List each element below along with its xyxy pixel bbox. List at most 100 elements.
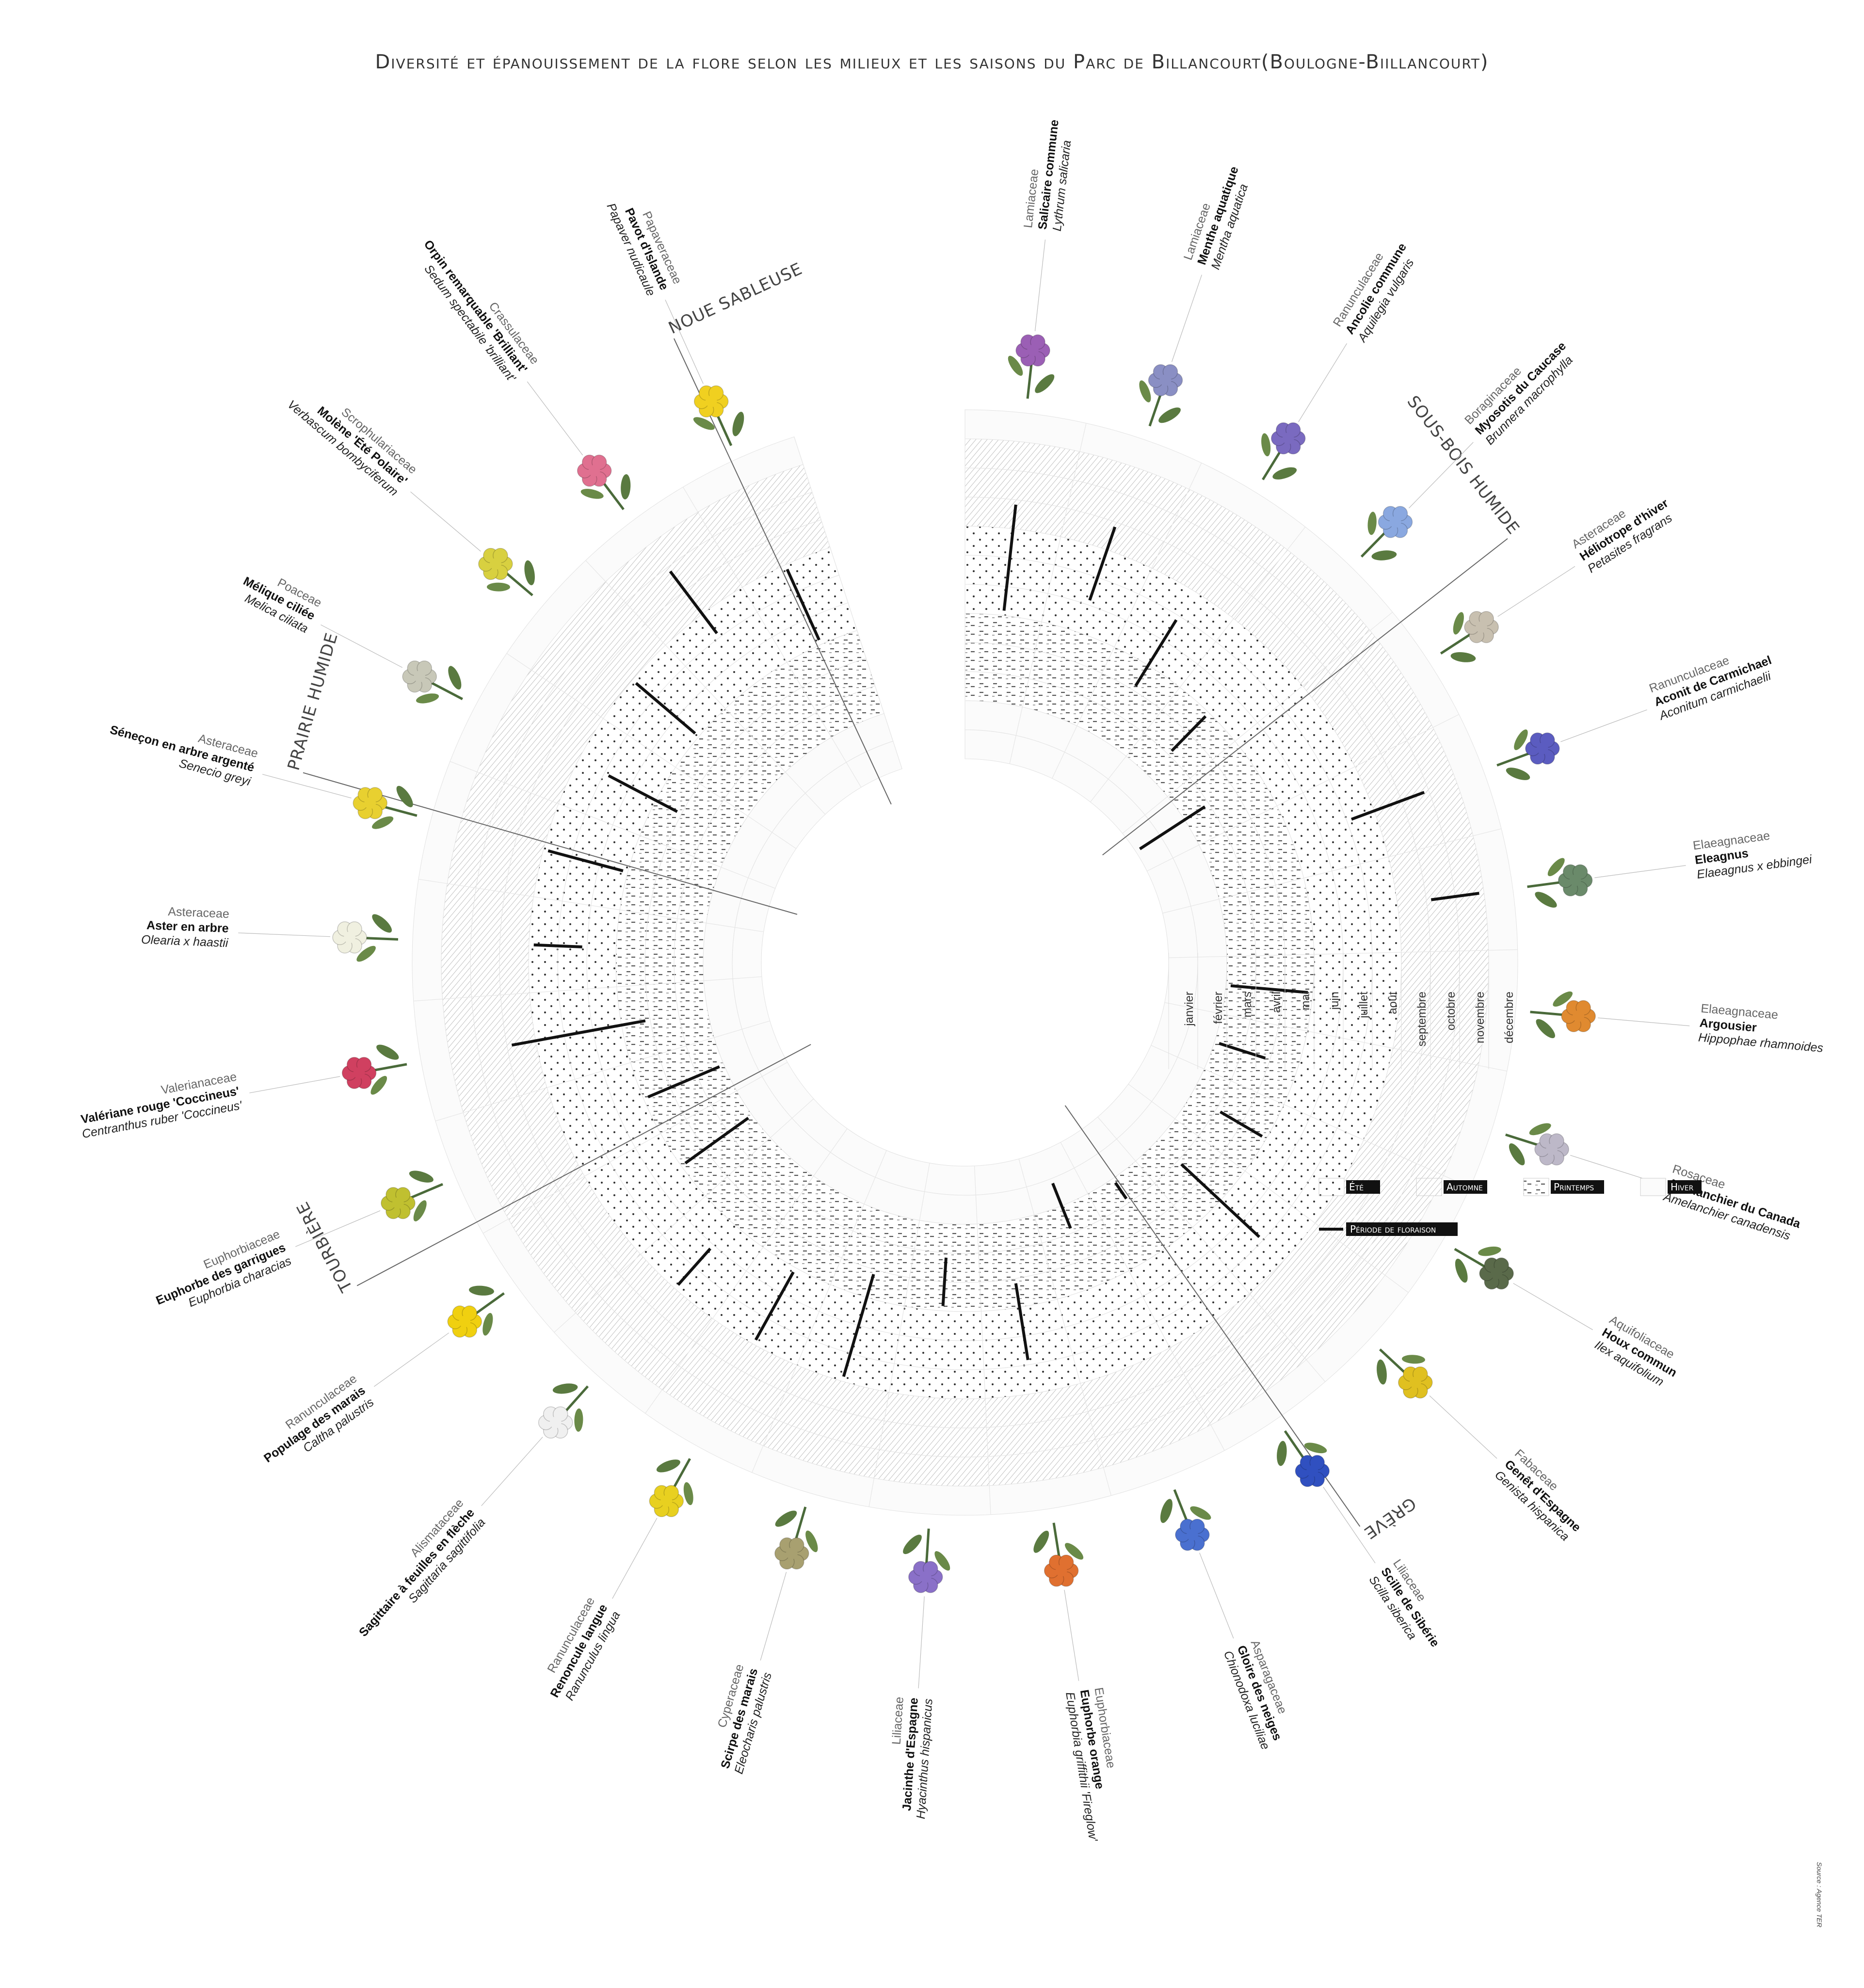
plant-flower-center	[1573, 1010, 1585, 1022]
season-ring-janvier	[732, 729, 1198, 1196]
plant-leaf	[1506, 768, 1530, 780]
plant-illustration	[1440, 611, 1499, 662]
flowering-bar	[1014, 1283, 1029, 1361]
flowering-bar	[1002, 504, 1017, 611]
label-leader	[1323, 1487, 1376, 1563]
plant-illustration	[381, 1170, 443, 1221]
plant-illustration	[577, 454, 631, 511]
grid-line	[1162, 828, 1502, 914]
grid-line	[554, 1098, 814, 1333]
species-family: Asteraceae	[168, 905, 230, 921]
legend-label-bg	[1668, 1180, 1702, 1194]
label-leader	[321, 624, 403, 668]
plant-illustration	[903, 1528, 950, 1593]
plant-illustration	[1261, 422, 1306, 481]
flowering-bar	[1114, 1182, 1128, 1200]
grid-line	[974, 1166, 991, 1515]
zone-label: SOUS-BOIS HUMIDE	[1403, 392, 1524, 538]
grid-line	[683, 487, 862, 788]
plant-leaf	[1160, 1499, 1173, 1523]
flowering-bar	[842, 1274, 875, 1377]
label-leader	[527, 381, 583, 456]
month-gridlines	[413, 410, 1518, 1515]
flowering-bar	[1350, 791, 1425, 821]
plant-illustration	[774, 1507, 818, 1570]
plant-flower-center	[705, 395, 717, 407]
label-leader	[1034, 240, 1046, 332]
legend-label-printemps: Printemps	[1554, 1181, 1594, 1193]
plant-illustration	[1505, 1123, 1569, 1166]
grid-line	[435, 1020, 770, 1122]
label-leader	[295, 1210, 381, 1247]
month-label: octobre	[1445, 992, 1458, 1030]
zone-label: GRÈVE	[1360, 1493, 1420, 1543]
flowering-bar	[1134, 619, 1178, 687]
plant-leaf	[621, 474, 631, 499]
month-label: janvier	[1183, 992, 1196, 1026]
plant-leaf	[574, 1408, 583, 1432]
label-leader	[1298, 343, 1347, 422]
species-common-name: Sagittaire à feuilles en flèche	[356, 1506, 477, 1639]
plant-leaf	[356, 946, 376, 962]
plant-illustration	[1160, 1489, 1211, 1551]
plant-flower-center	[1159, 374, 1172, 386]
plant-illustration	[402, 660, 463, 704]
plant-flower-center	[1409, 1377, 1421, 1389]
plant-leaf	[1535, 892, 1557, 908]
species-common-name: Molène 'Été Polaire'	[315, 403, 410, 488]
plant-flower-center	[1569, 874, 1581, 886]
flowering-bar	[1171, 715, 1207, 752]
plant-leaf	[1190, 1506, 1211, 1520]
plant-leaf	[1514, 729, 1528, 751]
legend-label-bg	[1444, 1180, 1487, 1194]
plant-leaf	[1033, 1530, 1049, 1553]
flowering-bar	[547, 849, 624, 872]
plant-illustrations	[332, 334, 1596, 1593]
label-leader	[1171, 274, 1202, 362]
plant-illustration	[353, 786, 418, 829]
plant-leaf	[469, 1285, 494, 1296]
month-label: août	[1386, 992, 1399, 1014]
plant-leaf	[524, 560, 535, 585]
grid-line	[1090, 527, 1306, 802]
plant-flower-center	[1027, 344, 1039, 356]
zone-separator	[673, 338, 892, 805]
grid-line	[450, 761, 775, 889]
grid-line	[1164, 1002, 1507, 1072]
plant-leaf	[805, 1530, 818, 1553]
plant-leaf	[1277, 1441, 1287, 1466]
legend-swatch-automne	[1416, 1178, 1442, 1196]
label-leader	[1409, 442, 1474, 509]
zone-label: NOUE SABLEUSE	[666, 259, 805, 338]
grid-line	[1052, 463, 1202, 779]
plant-flower-center	[919, 1571, 932, 1583]
plant-leaf	[372, 816, 394, 829]
month-label: novembre	[1474, 992, 1487, 1043]
month-label: décembre	[1503, 992, 1516, 1043]
plant-leaf	[396, 786, 413, 807]
species-common-name: Myosotis du Caucase	[1472, 339, 1569, 437]
plant-leaf	[1478, 1246, 1501, 1256]
grid-line	[482, 1062, 788, 1234]
grid-line	[1018, 1158, 1112, 1496]
legend-label-bg	[1346, 1222, 1458, 1236]
plant-leaf	[1453, 612, 1464, 635]
label-leader	[374, 1332, 450, 1387]
legend-swatch-ete	[1318, 1178, 1345, 1196]
plant-leaf	[1377, 1359, 1387, 1385]
grid-line	[1097, 1117, 1326, 1382]
legend: Été Automne Printemps Hiver Période de flora…	[1318, 1178, 1702, 1236]
plant-leaf	[934, 1551, 950, 1571]
plant-flower-center	[1536, 742, 1548, 754]
plant-leaf	[693, 417, 715, 430]
flowering-bar	[684, 1117, 749, 1165]
plant-leaf	[552, 1383, 578, 1394]
